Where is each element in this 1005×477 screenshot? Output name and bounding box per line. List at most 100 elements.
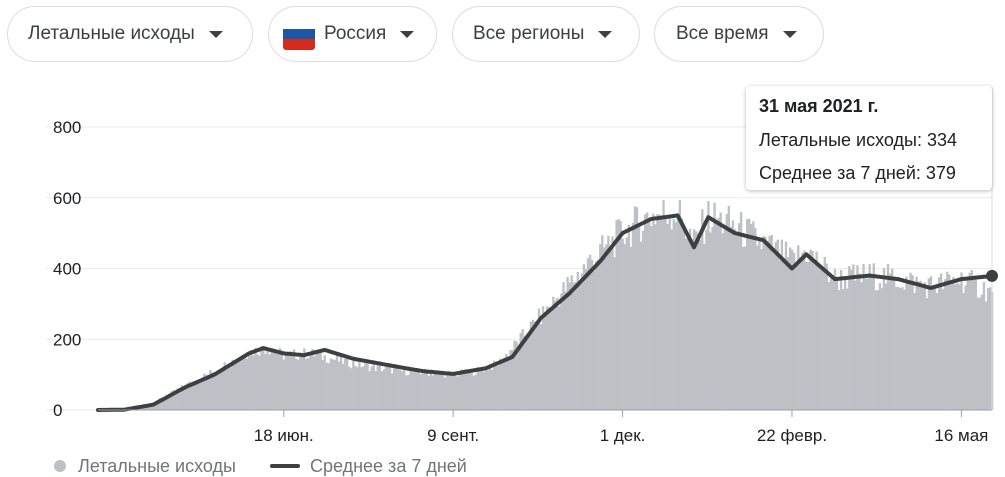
daily-bar [484,366,488,410]
daily-bar [888,273,892,410]
daily-bar [192,381,196,410]
daily-bar [464,368,467,410]
daily-bar [884,283,888,410]
daily-bar [560,293,563,410]
daily-bar [648,220,651,410]
daily-bar [705,229,708,410]
daily-bar [470,368,473,410]
daily-bar [276,353,279,410]
daily-deaths-bars [99,200,994,410]
daily-bar [194,382,198,410]
daily-bar [456,376,459,410]
daily-bar [378,365,381,410]
daily-bar [784,241,788,410]
region-filter[interactable]: Все регионы [452,6,640,62]
daily-bar [739,211,743,410]
daily-bar [507,356,510,410]
daily-bar [950,280,953,410]
daily-bar [603,247,606,410]
daily-bar [331,359,335,410]
daily-bar [986,287,990,410]
daily-bar [850,269,853,410]
daily-bar [305,358,308,410]
daily-bar [523,335,526,410]
daily-bar [339,355,343,410]
daily-bar [288,351,292,410]
daily-bar [174,390,177,410]
daily-bar [827,282,831,410]
daily-bar [635,207,639,410]
time-filter[interactable]: Все время [654,6,824,62]
daily-bar [299,354,302,410]
daily-bar [372,364,375,410]
daily-bar [580,273,584,410]
daily-bar [572,282,575,410]
daily-bar [780,239,784,410]
legend-daily[interactable]: Летальные исходы [54,456,236,476]
daily-bar [744,246,747,410]
daily-bar [452,374,455,410]
daily-bar [535,326,539,410]
daily-bar [909,272,912,410]
daily-bar [676,218,679,410]
daily-bar [590,259,594,410]
daily-bar [790,249,794,410]
seven-day-average-line [96,213,994,412]
daily-bar [474,374,477,410]
daily-bar [537,308,541,410]
daily-bar [880,288,884,410]
daily-bar [774,242,777,410]
daily-bar [615,220,618,410]
country-filter[interactable]: Россия [268,6,437,62]
daily-bar [907,280,910,410]
daily-bar [380,371,384,410]
daily-bar [401,371,404,410]
daily-bar [668,218,671,410]
daily-bar [833,269,837,410]
daily-bar [919,280,922,410]
daily-bar [727,205,731,410]
daily-bar [529,321,533,410]
daily-bar [609,250,612,410]
daily-bar [619,220,622,410]
daily-bar [252,355,255,410]
daily-bar [917,281,920,410]
daily-bar [882,268,886,410]
daily-bar [786,257,790,410]
daily-bar [978,297,982,410]
daily-bar [897,287,900,410]
daily-bar [358,360,361,410]
daily-bar [323,355,326,410]
daily-bar [176,388,179,410]
daily-bar [278,348,281,410]
daily-bar [286,352,290,410]
daily-bar [772,253,775,410]
daily-bar [848,266,851,410]
daily-bar [960,272,963,410]
daily-bar [309,353,312,410]
daily-bar [893,277,896,410]
daily-bar [282,359,286,410]
legend-average-swatch [269,464,300,468]
daily-bar [517,344,520,410]
metric-filter[interactable]: Летальные исходы [7,6,253,62]
daily-bar [899,287,902,410]
daily-bar [688,228,692,410]
chevron-down-icon [782,30,797,38]
daily-bar [564,291,567,410]
daily-bar [582,264,586,410]
daily-bar [386,366,390,410]
daily-bar [431,375,435,410]
daily-bar [552,296,555,410]
legend-average[interactable]: Среднее за 7 дней [269,456,467,476]
daily-bar [944,279,947,410]
daily-bar [737,223,741,410]
daily-bar [417,371,420,410]
daily-bar [509,350,512,410]
flag-stripe-white [283,18,315,29]
daily-bar [360,367,363,410]
daily-bar [337,361,341,410]
daily-bar [321,359,324,410]
daily-bar [268,354,271,410]
